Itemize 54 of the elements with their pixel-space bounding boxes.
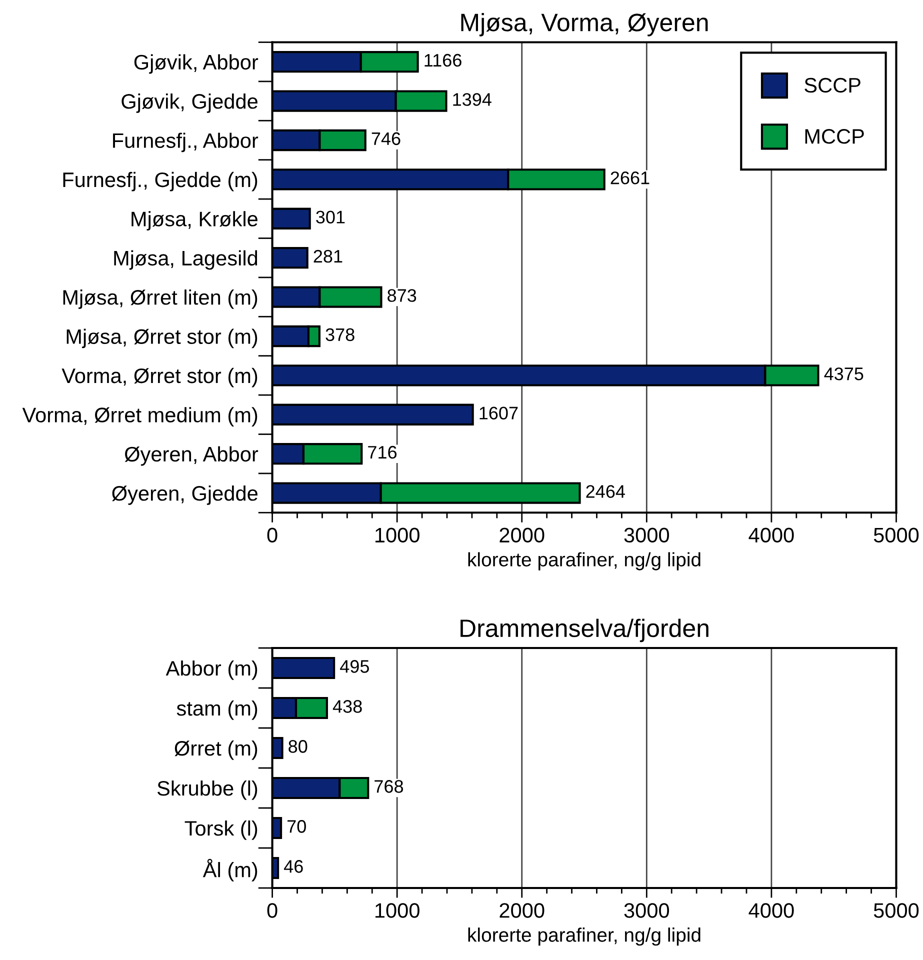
y-tick-label: Mjøsa, Lagesild — [114, 250, 258, 270]
total-label: 495 — [340, 660, 369, 673]
y-tick-label: Gjøvik, Abbor — [134, 54, 258, 74]
total-label: 46 — [284, 860, 303, 873]
chart-title: Drammenselva/fjorden — [460, 618, 708, 642]
y-tick-label: Furnesfj., Gjedde (m) — [63, 172, 258, 192]
total-label: 1166 — [424, 54, 462, 67]
y-tick-label: stam (m) — [176, 700, 258, 720]
y-tick-label: Abbor (m) — [166, 660, 258, 680]
total-label: 301 — [316, 210, 345, 224]
y-tick-label: Vorma, Ørret stor (m) — [62, 368, 258, 388]
y-tick-label: Gjøvik, Gjedde — [122, 93, 258, 113]
y-tick-label: Torsk (l) — [184, 820, 258, 840]
y-tick-label: Mjøsa, Ørret liten (m) — [63, 289, 258, 309]
total-label: 2661 — [610, 172, 650, 184]
total-label: 873 — [388, 289, 416, 302]
y-tick-label: Vorma, Ørret medium (m) — [22, 407, 258, 426]
x-axis-title: klorerte parafiner, ng/g lipid — [468, 552, 700, 570]
x-tick-label: 0 — [267, 528, 278, 543]
total-label: 378 — [326, 328, 354, 342]
x-tick-label: 3000 — [624, 903, 670, 918]
total-label: 1394 — [453, 93, 492, 106]
total-label: 70 — [288, 820, 306, 833]
y-tick-label: Øyeren, Gjedde — [112, 485, 258, 505]
x-tick-label: 2000 — [500, 528, 544, 543]
total-label: 438 — [332, 700, 362, 713]
y-tick-label: Mjøsa, Ørret stor (m) — [66, 328, 258, 348]
total-label: 80 — [288, 740, 308, 753]
y-tick-label: Ørret (m) — [174, 740, 258, 760]
y-tick-label: Furnesfj., Abbor — [113, 132, 258, 152]
x-tick-label: 1000 — [375, 903, 420, 918]
total-label: 2464 — [586, 485, 625, 498]
x-tick-label: 5000 — [874, 528, 919, 543]
total-label: 4375 — [824, 368, 864, 380]
x-tick-label: 0 — [267, 903, 278, 918]
y-tick-label: Skrubbe (l) — [157, 780, 258, 800]
x-axis-title: klorerte parafiner, ng/g lipid — [468, 928, 700, 946]
legend-label: MCCP — [805, 129, 864, 144]
total-label: 281 — [314, 250, 342, 263]
total-label: 768 — [374, 780, 404, 793]
legend-label: SCCP — [804, 78, 860, 93]
chart-title: Mjøsa, Vorma, Øyeren — [461, 13, 708, 36]
total-label: 716 — [368, 446, 397, 459]
total-label: 1607 — [480, 406, 518, 420]
total-label: 746 — [372, 132, 400, 146]
x-tick-label: 5000 — [874, 903, 919, 918]
y-tick-label: Ål (m) — [202, 858, 258, 882]
x-tick-label: 4000 — [748, 903, 794, 918]
x-tick-label: 1000 — [375, 528, 420, 543]
y-tick-label: Øyeren, Abbor — [124, 446, 258, 466]
x-tick-label: 4000 — [748, 528, 794, 543]
x-tick-label: 3000 — [624, 528, 670, 543]
x-tick-label: 2000 — [500, 903, 544, 918]
y-tick-label: Mjøsa, Krøkle — [132, 211, 258, 231]
